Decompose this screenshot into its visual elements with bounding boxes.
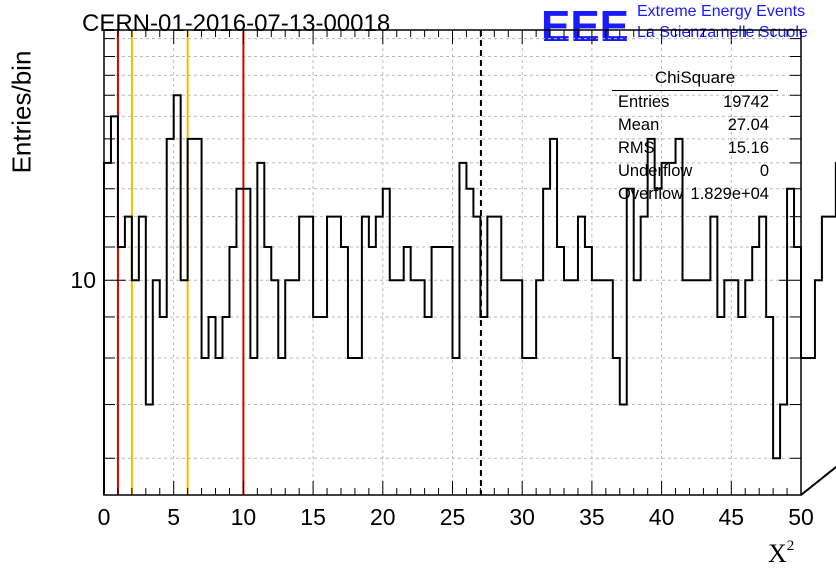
stats-label: Entries <box>618 93 670 111</box>
x-axis-label-symbol: X <box>768 539 787 568</box>
x-tick-label: 15 <box>300 504 326 530</box>
x-tick-label: 5 <box>167 504 180 530</box>
stats-value: 0 <box>759 162 769 180</box>
stats-box-title: ChiSquare <box>654 68 736 87</box>
x-tick-label: 35 <box>579 504 605 530</box>
stats-value: 15.16 <box>727 139 769 157</box>
logo-subtitle-1: Extreme Energy Events <box>637 3 806 20</box>
stats-label: Overflow <box>618 185 684 203</box>
axes <box>103 29 802 496</box>
logo-text: EEE <box>543 3 627 47</box>
x-axis-label-superscript: 2 <box>786 538 795 554</box>
stats-label: Mean <box>618 116 660 134</box>
x-tick-label: 45 <box>719 504 745 530</box>
stats-label: Underflow <box>618 162 693 180</box>
x-tick-label: 0 <box>98 504 111 530</box>
histogram-outline <box>103 94 836 496</box>
x-axis-label: X2 <box>768 538 794 569</box>
eee-logo: EEE <box>543 3 627 47</box>
stats-value: 1.829e+04 <box>690 185 769 203</box>
stats-box-divider <box>612 90 778 91</box>
y-tick-label: 10 <box>70 267 96 293</box>
x-tick-label: 25 <box>440 504 466 530</box>
run-title: CERN-01-2016-07-13-00018 <box>82 10 391 37</box>
tick-labels: 0 5 10 15 20 25 30 35 40 45 50 10 <box>70 267 813 530</box>
x-tick-label: 20 <box>370 504 396 530</box>
x-tick-label: 40 <box>649 504 675 530</box>
stats-value: 19742 <box>723 93 769 111</box>
logo-subtitle-2: La Scienza nelle Scuole <box>637 24 808 41</box>
x-tick-label: 30 <box>509 504 535 530</box>
stats-value: 27.04 <box>727 116 769 134</box>
x-tick-label: 50 <box>788 504 814 530</box>
stats-label: RMS <box>618 139 655 157</box>
x-tick-label: 10 <box>231 504 257 530</box>
